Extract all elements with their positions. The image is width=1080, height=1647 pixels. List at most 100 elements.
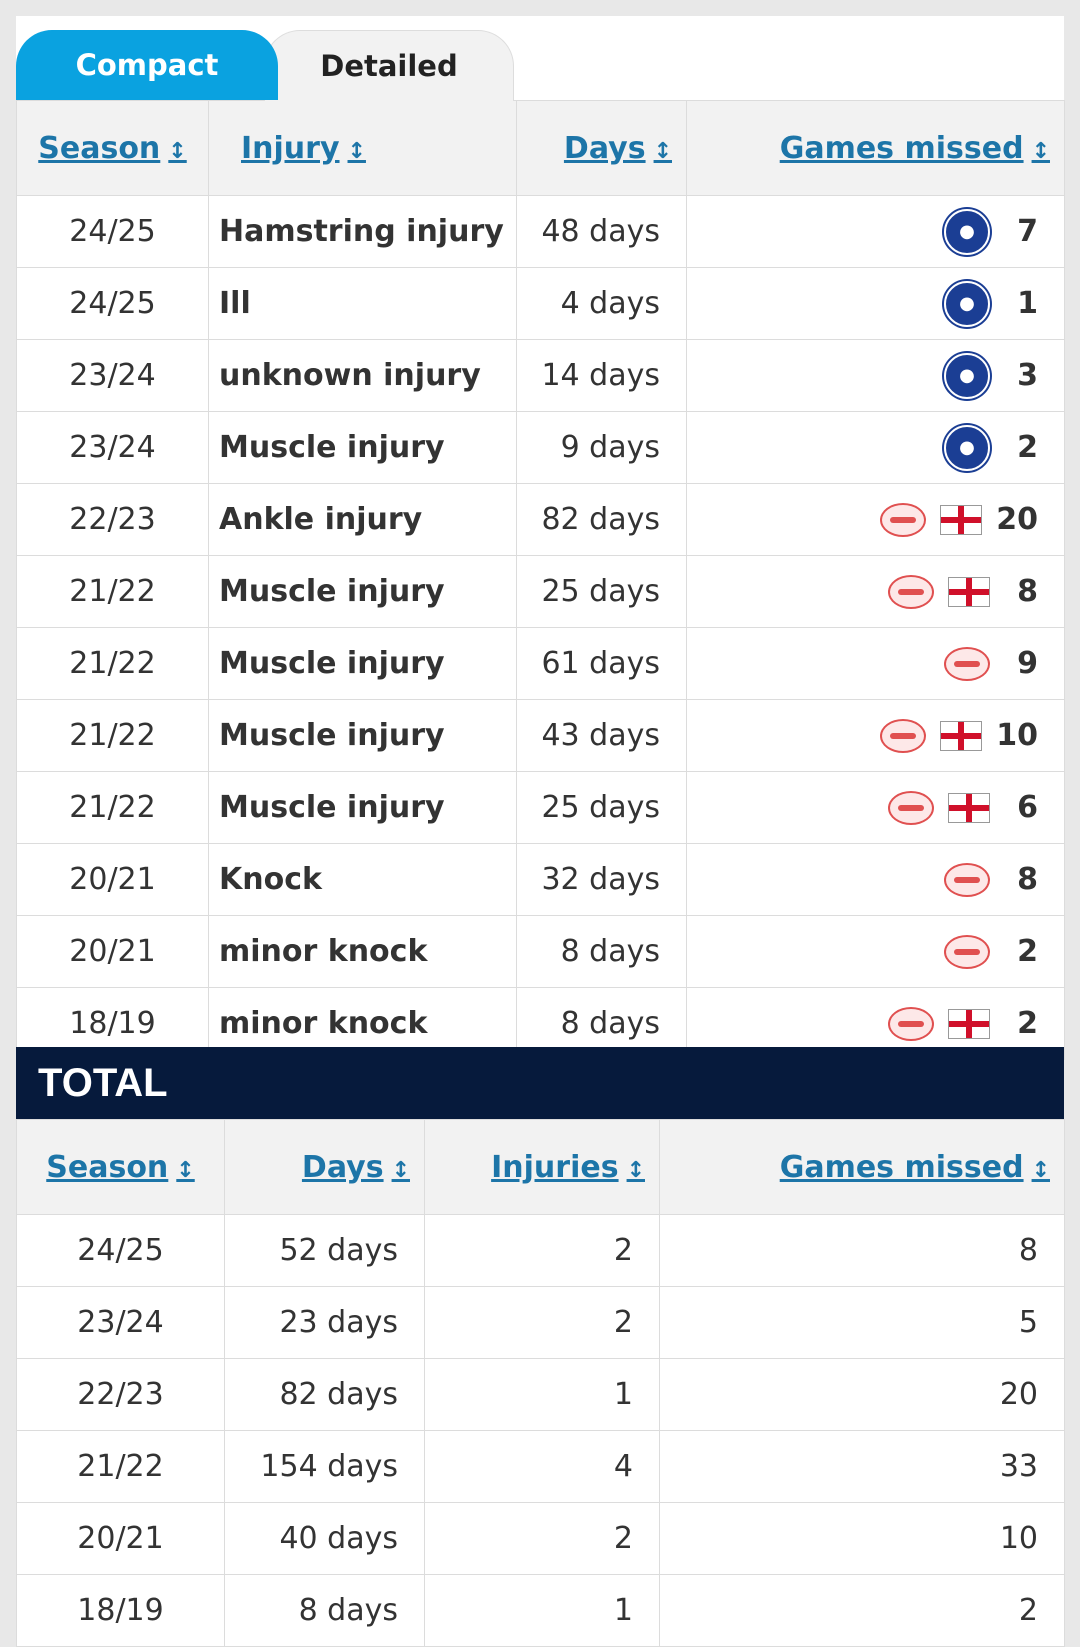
table-row: 23/24 23 days 2 5	[16, 1286, 1065, 1359]
games-missed-cell: 6	[686, 771, 1065, 844]
total-season-cell: 24/25	[16, 1214, 225, 1287]
sort-total-days-header[interactable]: Days ↕	[224, 1119, 425, 1215]
games-missed-cell: ● 2	[686, 411, 1065, 484]
table-row: 21/22 Muscle injury 61 days 9	[16, 627, 1065, 700]
sort-games-missed-header[interactable]: Games missed ↕	[686, 100, 1065, 196]
injury-cell: Muscle injury	[208, 771, 517, 844]
table-row: 20/21 minor knock 8 days 2	[16, 915, 1065, 988]
tab-compact[interactable]: Compact	[16, 30, 278, 100]
total-injuries-cell: 1	[424, 1358, 660, 1431]
season-cell: 24/25	[16, 195, 209, 268]
games-missed-value: 2	[1017, 934, 1038, 969]
days-cell: 48 days	[516, 195, 687, 268]
total-days-header-label: Days	[301, 1149, 384, 1185]
games-missed-value: 6	[1017, 790, 1038, 825]
total-season-cell: 23/24	[16, 1286, 225, 1359]
table-row: 24/25 Ill 4 days ● 1	[16, 267, 1065, 340]
england-flag-icon	[940, 720, 983, 751]
england-flag-icon	[940, 504, 983, 535]
season-cell: 21/22	[16, 555, 209, 628]
sort-season-header[interactable]: Season ↕	[16, 100, 209, 196]
total-table-body: 24/25 52 days 2 8 23/24 23 days 2 5 22/23 82 days…	[16, 1214, 1065, 1647]
total-days-cell: 8 days	[224, 1574, 425, 1647]
sort-icon: ↕	[1031, 1157, 1050, 1183]
injury-cell: Muscle injury	[208, 411, 517, 484]
total-season-header-label: Season	[46, 1149, 169, 1185]
total-days-cell: 82 days	[224, 1358, 425, 1431]
total-days-cell: 40 days	[224, 1502, 425, 1575]
season-cell: 21/22	[16, 627, 209, 700]
table-row: 24/25 52 days 2 8	[16, 1214, 1065, 1287]
season-header-label: Season	[38, 130, 161, 166]
days-cell: 32 days	[516, 843, 687, 916]
psv-crest-icon	[880, 502, 927, 537]
games-missed-cell: 9	[686, 627, 1065, 700]
sort-days-header[interactable]: Days ↕	[516, 100, 687, 196]
total-card: TOTAL Season ↕ Days ↕ Injuries ↕ Games miss…	[16, 1047, 1065, 1647]
injury-cell: Ankle injury	[208, 483, 517, 556]
injury-cell: Muscle injury	[208, 699, 517, 772]
england-flag-icon	[948, 1008, 990, 1039]
psv-crest-icon	[944, 646, 990, 681]
days-cell: 8 days	[516, 915, 687, 988]
days-cell: 25 days	[516, 555, 687, 628]
games-missed-value: 10	[996, 718, 1038, 753]
total-season-cell: 22/23	[16, 1358, 225, 1431]
games-missed-value: 9	[1017, 646, 1038, 681]
sort-total-games-missed-header[interactable]: Games missed ↕	[659, 1119, 1065, 1215]
season-cell: 20/21	[16, 915, 209, 988]
psv-crest-icon	[944, 934, 990, 969]
table-row: 21/22 154 days 4 33	[16, 1430, 1065, 1503]
england-flag-icon	[948, 576, 990, 607]
injury-cell: unknown injury	[208, 339, 517, 412]
days-cell: 25 days	[516, 771, 687, 844]
total-games-missed-cell: 10	[659, 1502, 1065, 1575]
total-injuries-cell: 4	[424, 1430, 660, 1503]
days-cell: 14 days	[516, 339, 687, 412]
injury-cell: Muscle injury	[208, 555, 517, 628]
total-injuries-cell: 2	[424, 1286, 660, 1359]
injury-table: Season ↕ Injury ↕ Days ↕ Games missed ↕ 24/2…	[16, 100, 1065, 1060]
games-missed-value: 2	[1017, 1006, 1038, 1041]
games-missed-header-label: Games missed	[779, 130, 1024, 166]
table-row: 23/24 unknown injury 14 days ● 3	[16, 339, 1065, 412]
total-injuries-header-label: Injuries	[491, 1149, 619, 1185]
total-title: TOTAL	[16, 1047, 1064, 1119]
total-table-header: Season ↕ Days ↕ Injuries ↕ Games missed ↕	[16, 1119, 1065, 1215]
view-tabs: Detailed Compact	[16, 16, 1064, 101]
total-season-cell: 18/19	[16, 1574, 225, 1647]
total-injuries-cell: 2	[424, 1214, 660, 1287]
sort-icon: ↕	[1031, 138, 1050, 164]
table-row: 21/22 Muscle injury 43 days 10	[16, 699, 1065, 772]
psv-crest-icon	[944, 862, 990, 897]
games-missed-cell: ● 3	[686, 339, 1065, 412]
table-row: 20/21 Knock 32 days 8	[16, 843, 1065, 916]
table-row: 20/21 40 days 2 10	[16, 1502, 1065, 1575]
sort-total-injuries-header[interactable]: Injuries ↕	[424, 1119, 660, 1215]
days-cell: 43 days	[516, 699, 687, 772]
tab-detailed[interactable]: Detailed	[264, 30, 514, 101]
injury-cell: Muscle injury	[208, 627, 517, 700]
injury-history-card: Detailed Compact Season ↕ Injury ↕ Days ↕ G…	[16, 16, 1065, 1060]
days-cell: 4 days	[516, 267, 687, 340]
sort-injury-header[interactable]: Injury ↕	[208, 100, 517, 196]
games-missed-cell: 2	[686, 915, 1065, 988]
psv-crest-icon	[880, 718, 927, 753]
total-injuries-cell: 1	[424, 1574, 660, 1647]
season-cell: 23/24	[16, 411, 209, 484]
chelsea-crest-icon: ●	[944, 280, 990, 327]
sort-icon: ↕	[168, 138, 187, 164]
sort-total-season-header[interactable]: Season ↕	[16, 1119, 225, 1215]
total-table: Season ↕ Days ↕ Injuries ↕ Games missed ↕ 24…	[16, 1119, 1065, 1647]
injury-cell: Ill	[208, 267, 517, 340]
table-row: 21/22 Muscle injury 25 days 6	[16, 771, 1065, 844]
injury-table-header: Season ↕ Injury ↕ Days ↕ Games missed ↕	[16, 100, 1065, 196]
table-row: 24/25 Hamstring injury 48 days ● 7	[16, 195, 1065, 268]
sort-icon: ↕	[391, 1157, 410, 1183]
games-missed-cell: 20	[686, 483, 1065, 556]
chelsea-crest-icon: ●	[944, 352, 990, 399]
days-cell: 82 days	[516, 483, 687, 556]
season-cell: 22/23	[16, 483, 209, 556]
season-cell: 23/24	[16, 339, 209, 412]
table-row: 22/23 Ankle injury 82 days 20	[16, 483, 1065, 556]
